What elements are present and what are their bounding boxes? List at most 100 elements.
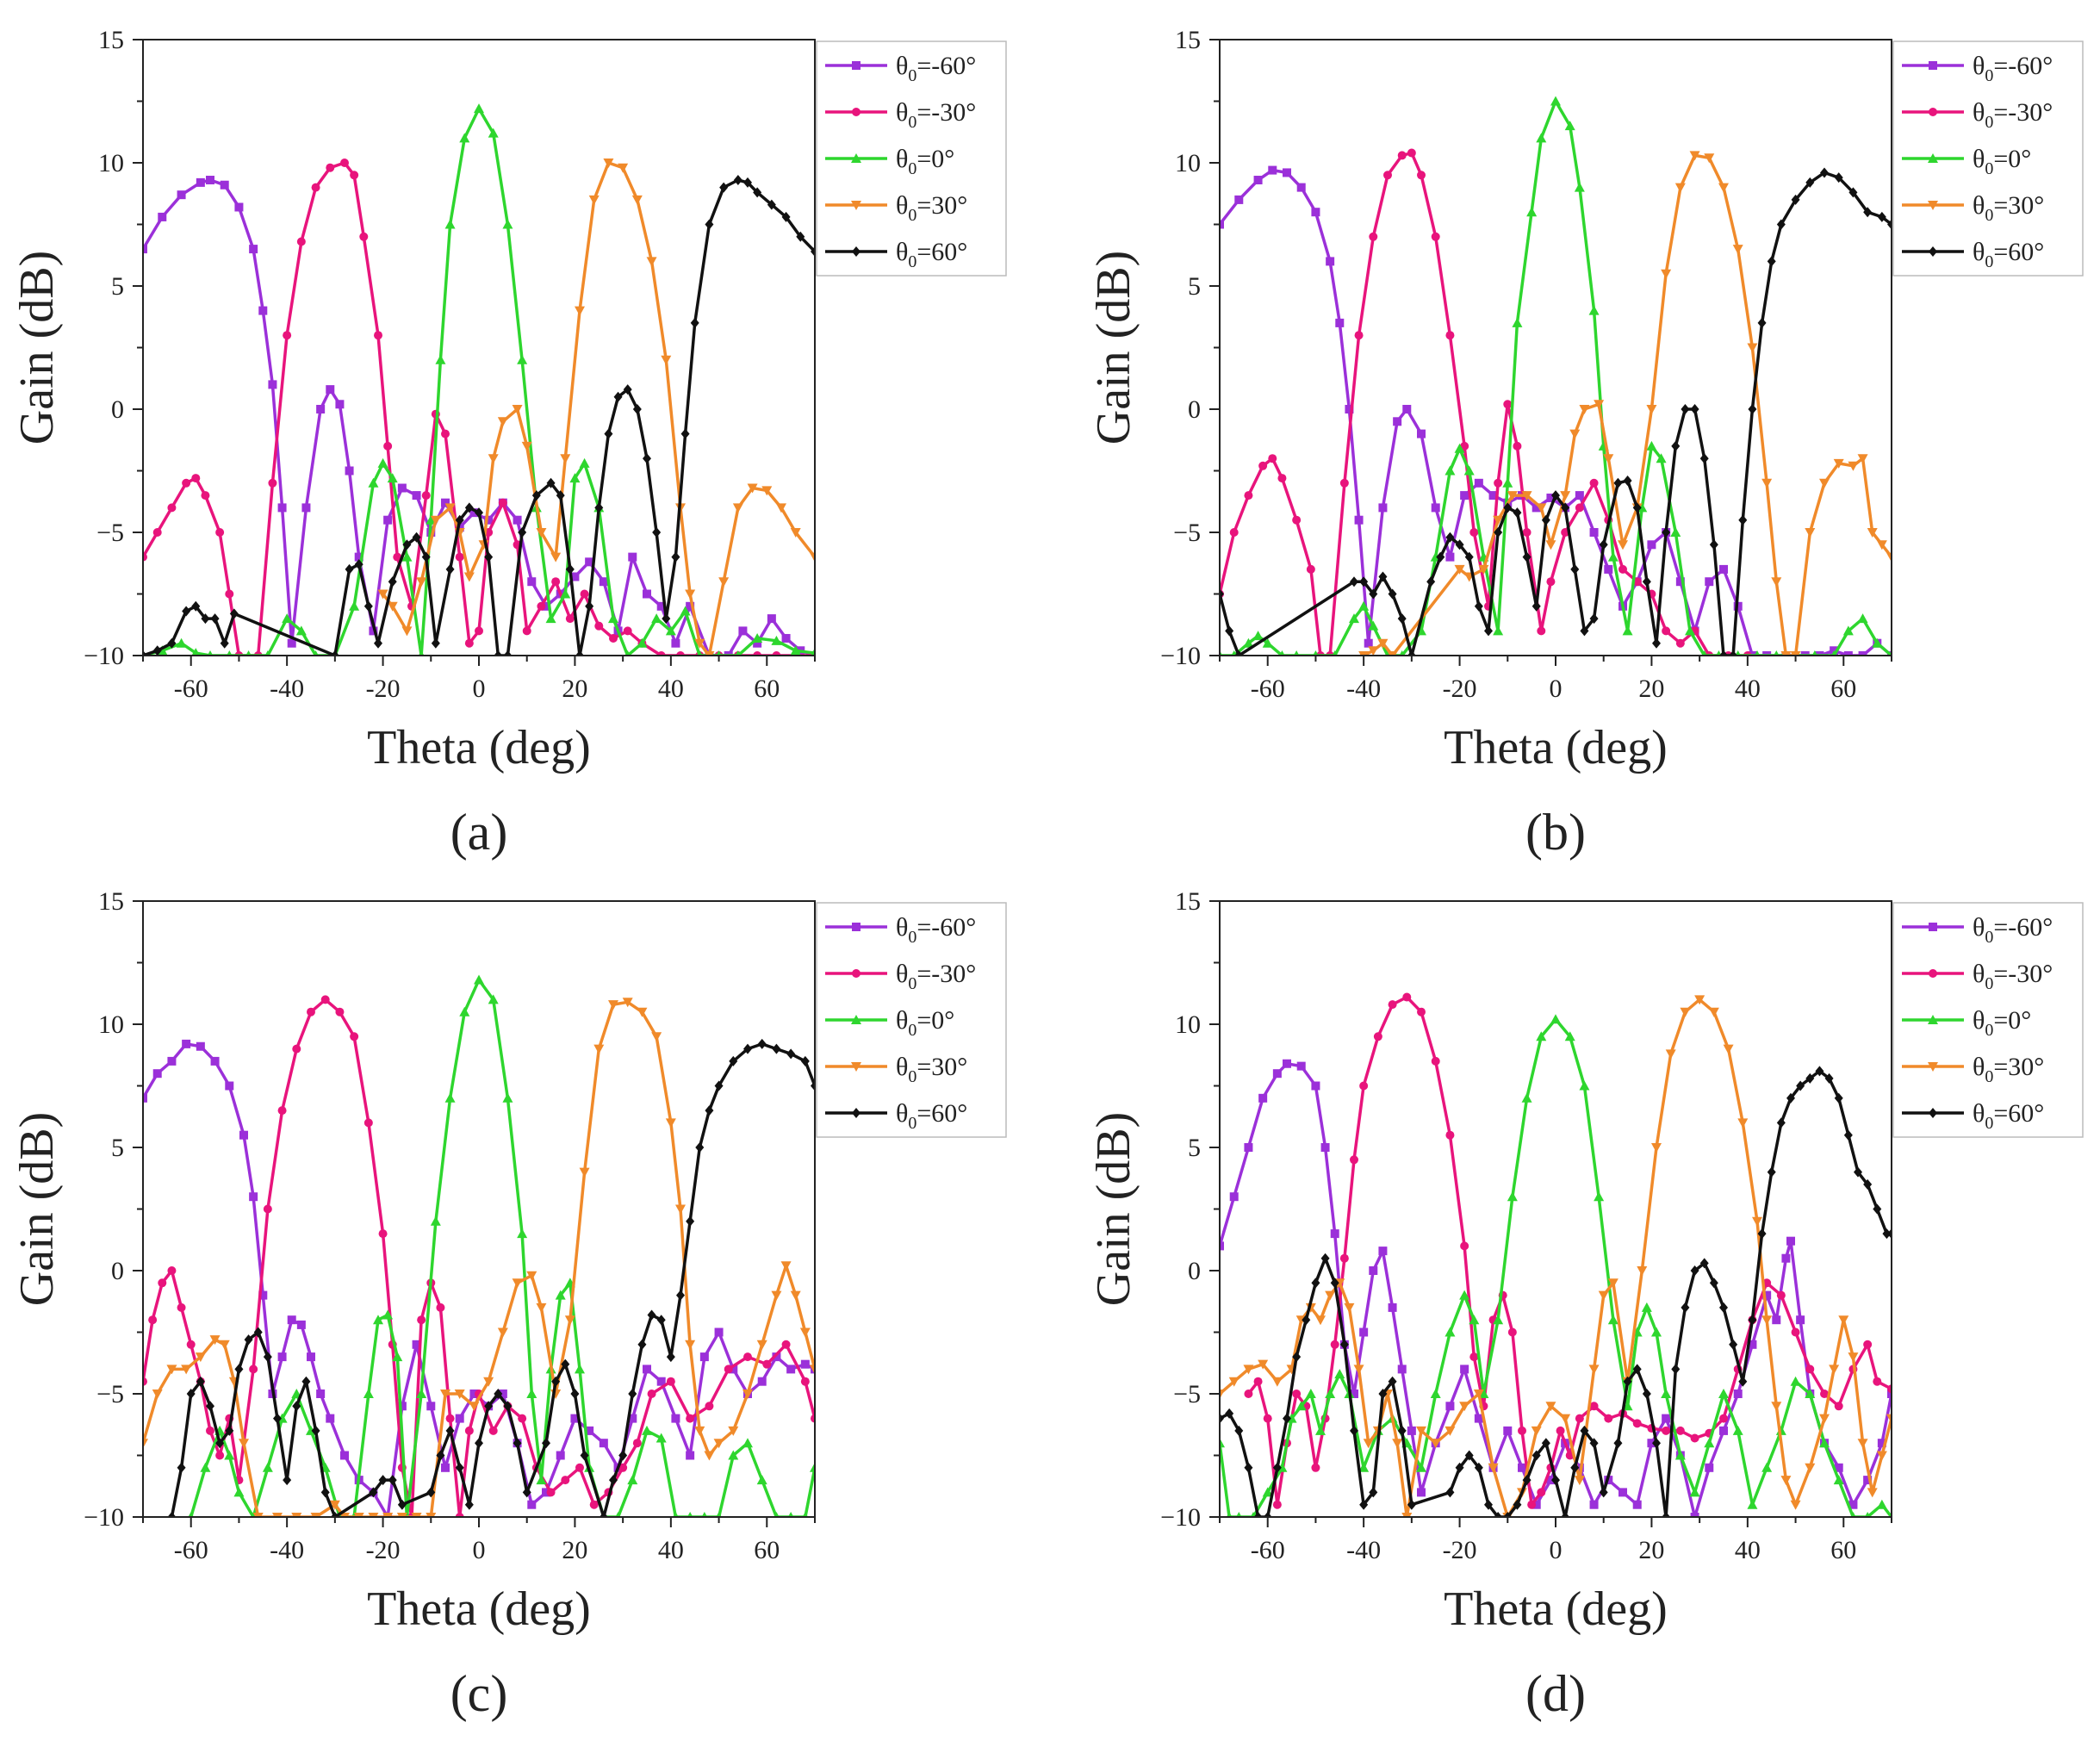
- data-point: [1231, 650, 1237, 656]
- data-point: [207, 650, 214, 656]
- data-point: [1819, 1438, 1830, 1448]
- data-point: [1705, 577, 1714, 587]
- data-point: [1503, 502, 1513, 513]
- data-point: [1445, 1487, 1455, 1498]
- x-tick-label: -20: [1443, 675, 1477, 703]
- data-point: [412, 491, 421, 500]
- y-tick-label: −5: [1173, 1380, 1201, 1408]
- data-point: [742, 1390, 753, 1399]
- data-point: [201, 613, 210, 625]
- data-point: [1569, 429, 1581, 439]
- data-point: [359, 232, 369, 241]
- plot-frame: [142, 39, 816, 656]
- data-point: [1334, 1369, 1345, 1379]
- data-point: [206, 1401, 214, 1412]
- data-point: [1373, 1032, 1382, 1041]
- y-tick-label: −5: [96, 1380, 124, 1408]
- data-point: [1474, 1462, 1483, 1473]
- data-point: [1815, 1066, 1824, 1077]
- data-point: [1358, 1462, 1370, 1472]
- data-point: [671, 638, 680, 648]
- data-point: [1313, 650, 1319, 656]
- legend-label: θ0=60°: [1973, 238, 2044, 271]
- data-point: [377, 457, 388, 468]
- data-point: [1737, 1118, 1749, 1128]
- data-point: [714, 1327, 724, 1337]
- data-point: [340, 1451, 349, 1460]
- data-point: [1848, 1352, 1859, 1363]
- data-point: [1872, 637, 1883, 648]
- data-point: [498, 1390, 507, 1398]
- data-point: [1594, 1191, 1605, 1202]
- data-point: [1332, 650, 1338, 656]
- data-point: [1752, 1216, 1762, 1227]
- data-point: [229, 608, 239, 619]
- data-point: [1388, 1376, 1397, 1387]
- data-point: [551, 1376, 561, 1387]
- data-point: [1445, 552, 1455, 562]
- data-point: [445, 563, 455, 575]
- data-point: [1536, 1031, 1547, 1041]
- data-point: [1850, 1512, 1856, 1517]
- data-point: [1811, 650, 1818, 656]
- data-point: [1436, 551, 1445, 563]
- data-point: [1589, 1438, 1599, 1449]
- data-point: [234, 1364, 244, 1375]
- data-point: [1656, 453, 1667, 463]
- data-point: [1854, 1166, 1862, 1178]
- data-point: [1820, 1390, 1829, 1398]
- data-point: [1647, 1439, 1656, 1448]
- y-tick-label: −5: [1173, 519, 1201, 547]
- data-point: [350, 1032, 359, 1041]
- data-point: [1536, 133, 1547, 143]
- panel-label: (b): [1525, 804, 1586, 861]
- data-point: [264, 650, 271, 656]
- data-point: [1561, 1512, 1570, 1517]
- data-point: [1776, 1117, 1786, 1128]
- data-point: [502, 1092, 513, 1103]
- data-point: [417, 1315, 426, 1325]
- data-point: [799, 1327, 811, 1338]
- data-point: [1796, 1080, 1805, 1091]
- data-point: [556, 490, 565, 501]
- data-point: [628, 1414, 637, 1423]
- data-point: [1244, 1462, 1253, 1473]
- data-point: [498, 498, 507, 507]
- series-line: [1363, 153, 1892, 656]
- data-point: [455, 1513, 464, 1517]
- data-point: [771, 1290, 782, 1301]
- data-point: [382, 1309, 394, 1320]
- data-point: [1546, 1476, 1556, 1485]
- x-tick-label: -20: [366, 675, 401, 703]
- data-point: [484, 551, 494, 563]
- data-point: [774, 1512, 780, 1517]
- data-point: [1493, 1315, 1504, 1325]
- data-point: [1220, 1241, 1224, 1251]
- data-point: [369, 1487, 378, 1498]
- data-point: [1876, 1499, 1887, 1509]
- data-point: [1460, 1365, 1469, 1374]
- data-point: [609, 633, 618, 643]
- data-point: [753, 638, 762, 648]
- data-point: [1589, 1500, 1599, 1509]
- legend-marker: [852, 923, 861, 931]
- data-point: [1383, 171, 1392, 180]
- series-line: [1220, 168, 1892, 656]
- data-point: [494, 650, 503, 656]
- data-point: [1589, 1402, 1599, 1411]
- y-tick-label: 5: [1188, 272, 1201, 301]
- y-axis-label: Gain (dB): [10, 1112, 64, 1307]
- data-point: [1776, 219, 1786, 230]
- legend-marker: [1929, 923, 1937, 931]
- data-point: [1220, 1413, 1224, 1424]
- data-point: [363, 600, 373, 612]
- data-point: [444, 1092, 456, 1103]
- data-point: [716, 1512, 722, 1517]
- data-point: [618, 163, 629, 173]
- data-point: [743, 177, 752, 188]
- data-point: [1662, 626, 1671, 636]
- data-point: [1521, 1092, 1532, 1103]
- data-point: [383, 515, 393, 525]
- data-point: [263, 1204, 272, 1214]
- data-point: [1719, 650, 1728, 656]
